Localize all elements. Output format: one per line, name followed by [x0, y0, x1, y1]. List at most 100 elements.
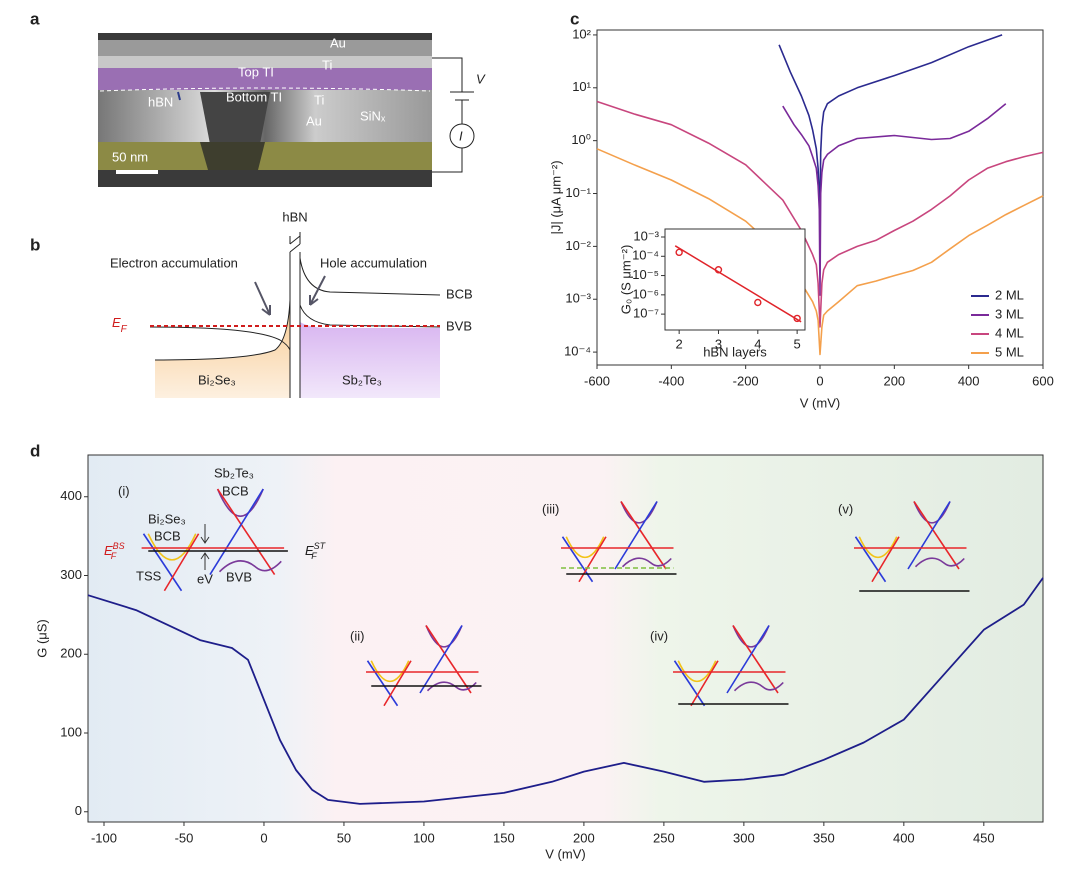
band-sketch [914, 557, 965, 568]
layer [98, 56, 432, 68]
panel-label: d [30, 441, 40, 460]
series-line [778, 34, 1003, 216]
label: hBN [148, 94, 173, 109]
x-tick-label: 200 [883, 373, 905, 388]
annotation: (iii) [542, 501, 559, 516]
annotation: (v) [838, 501, 853, 516]
layer [98, 40, 432, 56]
y-tick-label: 10⁰ [571, 132, 591, 147]
interface [99, 87, 431, 92]
band-sketch [425, 625, 463, 648]
annotation: (i) [118, 483, 130, 498]
annotation: BCB [222, 483, 249, 498]
band-sketch [383, 660, 412, 707]
x-tick-label: 150 [493, 830, 515, 845]
fermi-label: EST F [305, 541, 327, 561]
annotation: Sb₂Te₃ [214, 465, 254, 480]
arrow [177, 91, 181, 101]
plot-frame [664, 228, 806, 331]
series-line [87, 577, 1044, 805]
x-tick-label: 200 [573, 830, 595, 845]
fit-line [674, 245, 802, 323]
x-axis-label: hBN layers [703, 344, 767, 359]
label: Ti [314, 92, 324, 107]
legend-label: 5 ML [995, 344, 1024, 359]
y-tick-label: 10¹ [572, 79, 591, 94]
label: hBN [282, 209, 307, 224]
panel-a: Au Ti Top TI hBN Bottom TI Ti Au SiNₓ 50… [98, 33, 486, 187]
point [754, 298, 762, 307]
fermi-label: EF [112, 315, 128, 335]
label: F [311, 551, 317, 561]
band-sketch [565, 536, 605, 558]
fermi-label: EBS F [104, 541, 125, 561]
annotation: BVB [226, 569, 252, 584]
x-tick-label: 600 [1032, 373, 1054, 388]
x-tick-label: 450 [973, 830, 995, 845]
band-sketch [209, 488, 264, 576]
label: 50 nm [112, 149, 148, 164]
x-tick-label: 250 [653, 830, 675, 845]
band-sketch [871, 536, 900, 583]
y-tick-label: 100 [60, 724, 82, 739]
point [714, 266, 723, 274]
layer [98, 142, 432, 170]
annotation: BCB [154, 528, 181, 543]
band-sketch [620, 501, 658, 524]
band-sketch [147, 533, 197, 561]
y-tick-label: 400 [60, 488, 82, 503]
arrow [309, 275, 326, 306]
band-sketch [419, 625, 463, 694]
label: SiNₓ [360, 108, 386, 123]
label: BVB [446, 318, 472, 333]
plot-frame [87, 454, 1044, 823]
y-axis-label: G (μS) [34, 619, 49, 658]
y-tick-label: 10⁻⁴ [632, 248, 659, 263]
x-tick-label: -200 [733, 373, 759, 388]
label: Sb₂Te₃ [342, 372, 382, 387]
band-sketch [732, 625, 779, 694]
point [793, 314, 801, 323]
band-sketch [673, 660, 706, 707]
point [675, 248, 683, 257]
band-sketch [366, 660, 399, 707]
y-tick-label: 10⁻⁶ [632, 286, 659, 301]
label: BCB [446, 286, 473, 301]
y-tick-label: 10⁻² [565, 238, 591, 253]
label: E [104, 543, 113, 558]
label: F [121, 324, 128, 335]
band-sketch [690, 660, 719, 707]
label: Ti [322, 57, 332, 72]
y-tick-label: 10⁻⁷ [633, 306, 659, 321]
band [149, 326, 291, 351]
band-sketch [216, 488, 264, 517]
band-sketch [614, 501, 658, 570]
band-sketch [858, 536, 898, 558]
band [299, 304, 441, 328]
y-tick-label: 10⁻³ [565, 291, 591, 306]
label: F [111, 551, 117, 561]
barrier [289, 232, 301, 398]
series-line [782, 103, 1007, 296]
label: V [476, 71, 486, 86]
ammeter [449, 123, 475, 149]
y-tick-label: 10⁻⁵ [632, 267, 659, 282]
y-tick-label: 10² [572, 26, 591, 41]
legend-label: 2 ML [995, 287, 1024, 302]
band-sketch [620, 501, 667, 570]
y-tick-label: 0 [75, 803, 82, 818]
band-sketch [913, 501, 951, 524]
y-tick-label: 300 [60, 567, 82, 582]
band-sketch [854, 536, 887, 583]
label: Top TI [238, 64, 274, 79]
band-sketch [726, 625, 770, 694]
label: Bi₂Se₃ [198, 372, 236, 387]
label: Electron accumulation [110, 255, 238, 270]
x-tick-label: 4 [754, 336, 761, 351]
band-sketch [907, 501, 951, 570]
x-tick-label: 0 [816, 373, 823, 388]
layer [98, 68, 432, 90]
pillar [200, 142, 265, 170]
panel-label: b [30, 235, 40, 254]
